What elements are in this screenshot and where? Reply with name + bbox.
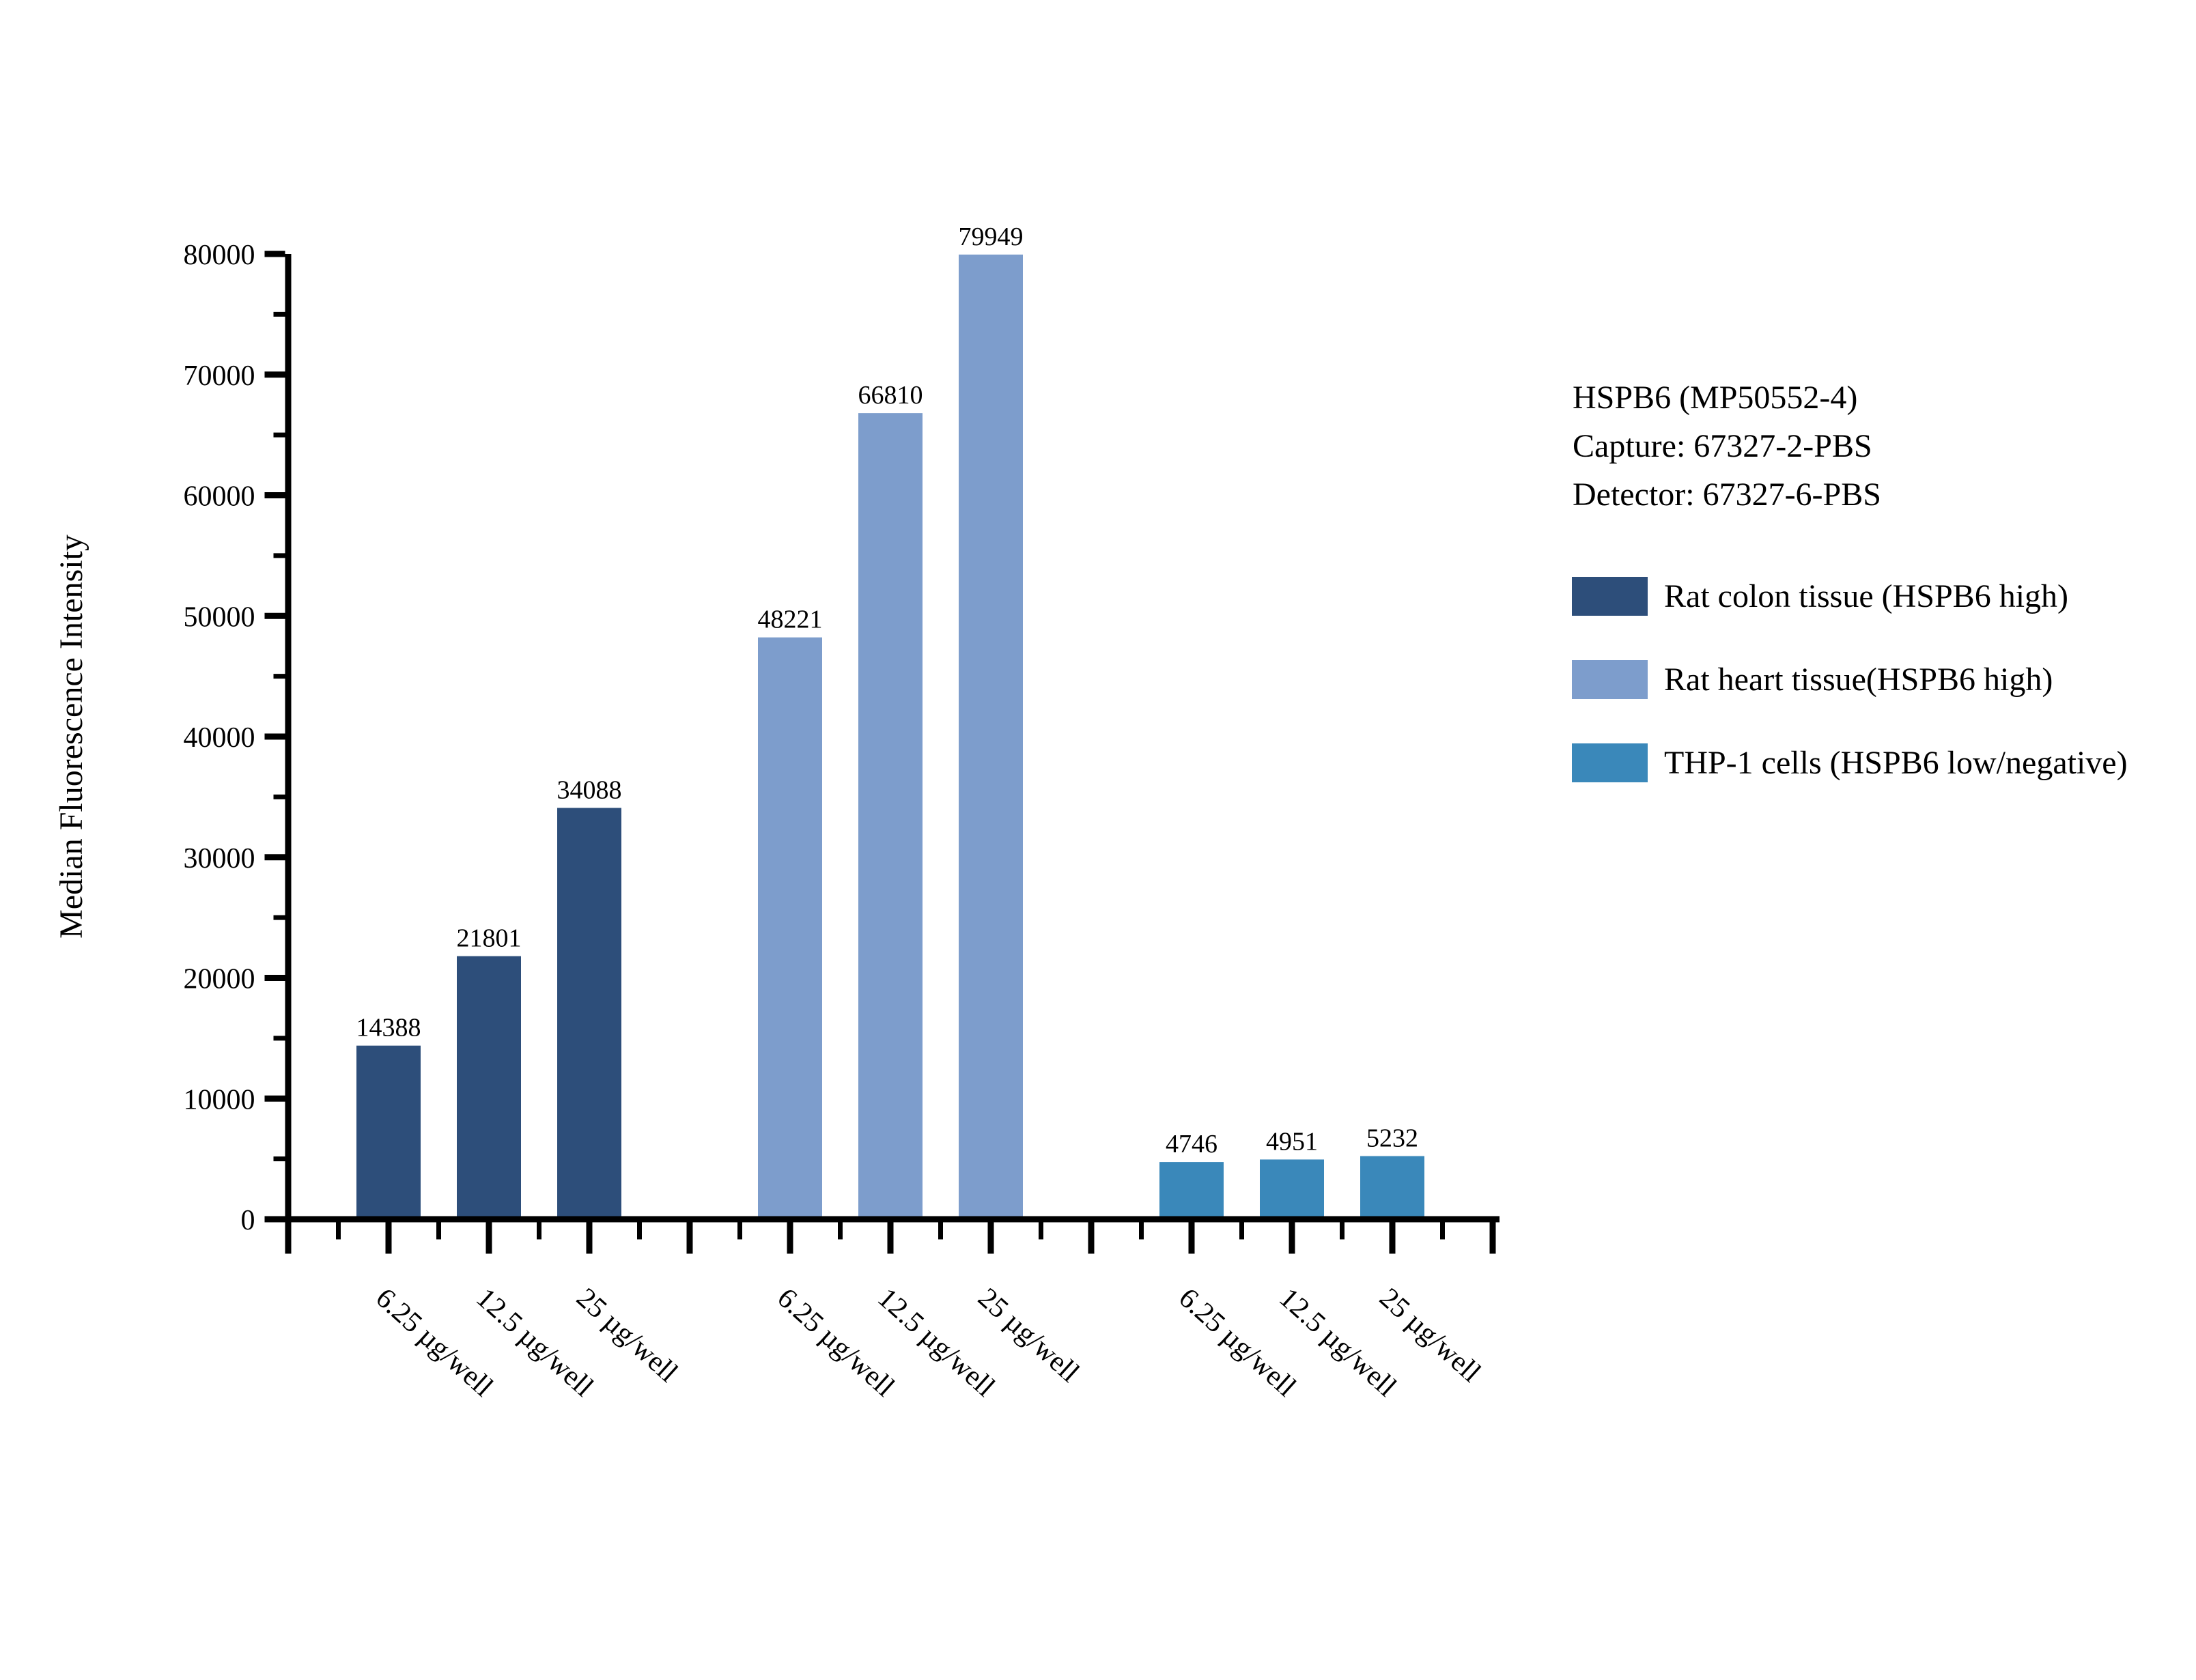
bar xyxy=(1260,1159,1324,1219)
bar xyxy=(758,637,822,1219)
bar-value-label: 66810 xyxy=(858,381,923,410)
bar xyxy=(356,1045,421,1219)
legend-label-thp1: THP-1 cells (HSPB6 low/negative) xyxy=(1664,744,2128,781)
bar-value-label: 14388 xyxy=(356,1014,421,1042)
legend-swatch-rat-colon xyxy=(1572,576,1648,616)
bar-value-label: 79949 xyxy=(959,223,1024,251)
y-tick-label: 70000 xyxy=(184,360,255,392)
bar-value-label: 34088 xyxy=(557,775,622,804)
annotation-line-3: Detector: 67327-6-PBS xyxy=(1573,476,1881,513)
bar-value-label: 48221 xyxy=(758,606,823,634)
y-tick-label: 0 xyxy=(241,1205,255,1236)
y-tick-label: 40000 xyxy=(184,722,255,754)
bar xyxy=(457,956,521,1219)
annotation-line-1: HSPB6 (MP50552-4) xyxy=(1573,380,1858,416)
bar-value-label: 4951 xyxy=(1266,1127,1318,1156)
bar xyxy=(1360,1156,1424,1219)
y-tick-label: 30000 xyxy=(184,843,255,874)
legend-item-rat-heart: Rat heart tissue(HSPB6 high) xyxy=(1572,659,2053,700)
legend-item-rat-colon: Rat colon tissue (HSPB6 high) xyxy=(1572,575,2068,616)
y-tick-label: 50000 xyxy=(184,601,255,633)
annotation-block: HSPB6 (MP50552-4) Capture: 67327-2-PBS D… xyxy=(1573,373,1881,519)
bar xyxy=(557,808,621,1219)
legend-swatch-rat-heart xyxy=(1572,659,1648,699)
y-tick-label: 80000 xyxy=(184,240,255,271)
bar-value-label: 4746 xyxy=(1166,1130,1217,1158)
legend-item-thp1: THP-1 cells (HSPB6 low/negative) xyxy=(1572,742,2128,783)
y-tick-label: 60000 xyxy=(184,481,255,513)
legend-swatch-thp1 xyxy=(1572,743,1648,782)
y-axis-title: Median Fluorescence Intensity xyxy=(53,535,89,939)
bar xyxy=(858,413,923,1219)
bar xyxy=(1159,1162,1224,1219)
bar-value-label: 21801 xyxy=(457,924,522,953)
annotation-line-2: Capture: 67327-2-PBS xyxy=(1573,428,1872,464)
legend-label-rat-heart: Rat heart tissue(HSPB6 high) xyxy=(1664,661,2053,698)
y-tick-label: 10000 xyxy=(184,1084,255,1115)
bar xyxy=(959,254,1023,1220)
legend-label-rat-colon: Rat colon tissue (HSPB6 high) xyxy=(1664,578,2069,614)
y-tick-label: 20000 xyxy=(184,964,255,995)
bar-value-label: 5232 xyxy=(1366,1124,1418,1153)
